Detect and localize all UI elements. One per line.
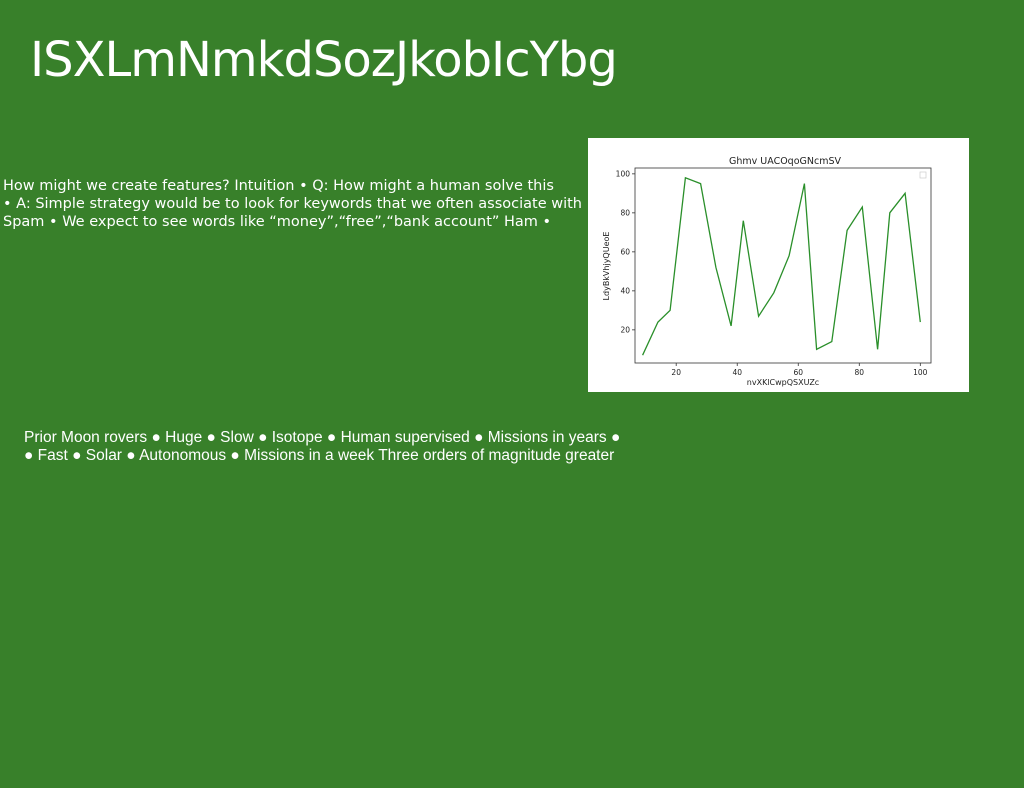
- y-tick-label: 40: [620, 287, 630, 296]
- x-tick-label: 20: [671, 368, 681, 377]
- body-line: Spam • We expect to see words like “mone…: [3, 214, 552, 230]
- y-tick-label: 100: [616, 170, 631, 179]
- series-line: [642, 176, 921, 356]
- body-line: How might we create features? Intuition …: [3, 178, 554, 194]
- x-tick-label: 100: [913, 368, 928, 377]
- x-tick-label: 60: [793, 368, 803, 377]
- y-tick-label: 60: [620, 248, 630, 257]
- chart-title: Ghmv UACOqoGNcmSV: [729, 156, 841, 167]
- body-line: • A: Simple strategy would be to look fo…: [3, 196, 583, 212]
- slide-title: ISXLmNmkdSozJkobIcYbg: [30, 32, 618, 88]
- y-axis: 20 40 60 80 100: [616, 170, 635, 335]
- legend-box: [919, 171, 927, 179]
- body-text: How might we create features? Intuition …: [3, 177, 583, 231]
- rover-comparison-text: Prior Moon rovers ● Huge ● Slow ● Isotop…: [24, 429, 664, 465]
- y-tick-label: 80: [620, 209, 630, 218]
- x-tick-label: 80: [855, 368, 865, 377]
- comparison-line: Prior Moon rovers ● Huge ● Slow ● Isotop…: [24, 429, 621, 446]
- comparison-line: ● Fast ● Solar ● Autonomous ● Missions i…: [24, 447, 615, 464]
- x-axis-label: nvXKlCwpQSXUZc: [747, 378, 819, 387]
- line-chart-image: Ghmv UACOqoGNcmSV 20 40 60 80 100 20 40 60 80 10…: [588, 138, 969, 392]
- x-tick-label: 40: [732, 368, 742, 377]
- line-chart: Ghmv UACOqoGNcmSV 20 40 60 80 100 20 40 60 80 10…: [602, 156, 932, 387]
- y-tick-label: 20: [620, 326, 630, 335]
- y-axis-label: LdyBkVhjyQUeoE: [602, 232, 611, 301]
- x-axis: 20 40 60 80 100: [671, 363, 928, 377]
- plot-frame: [634, 167, 932, 364]
